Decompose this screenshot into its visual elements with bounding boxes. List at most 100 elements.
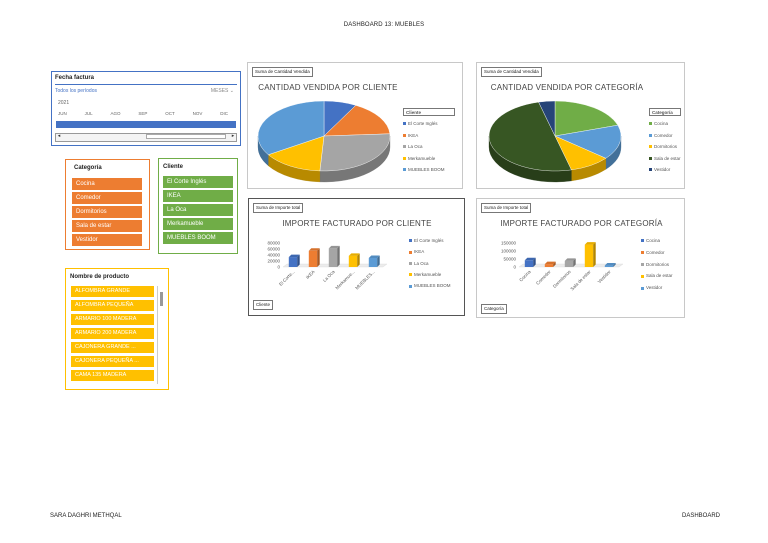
product-item[interactable]: CAJONERA PEQUEÑA ... <box>71 356 154 367</box>
bar-chart-category: Suma de Importe total IMPORTE FACTURADO … <box>476 198 685 318</box>
timeline-month[interactable]: JUL <box>84 111 93 116</box>
x-tick-label: Comedor <box>535 269 552 286</box>
legend-entry: Sala de estar <box>641 270 673 282</box>
bar-top <box>328 245 340 249</box>
axis-field-button[interactable]: Cliente <box>253 300 274 310</box>
timeline-month[interactable]: JUN <box>58 111 67 116</box>
legend-entry: Merkamueble <box>403 153 455 165</box>
client-item-el-corte-ingles[interactable]: El Corte Inglés <box>163 176 233 188</box>
product-item[interactable]: ARMARIO 100 MADERA <box>71 314 154 325</box>
bar <box>308 250 318 267</box>
legend-entry: La Oca <box>403 141 455 153</box>
value-field-button[interactable]: Suma de Importe total <box>253 203 304 213</box>
chart-legend: Cliente El Corte Inglés IKEA La Oca Merkamu… <box>403 108 455 176</box>
legend-label: MUEBLES BOOM <box>414 283 451 289</box>
bar-top <box>604 263 616 266</box>
axis-field-button[interactable]: Categoría <box>481 304 507 314</box>
date-timeline-slicer[interactable]: Fecha factura Todos los períodos MESES ⌄… <box>51 71 241 146</box>
bar-side <box>357 253 360 267</box>
bar <box>544 264 554 267</box>
x-tick-label: Merkamue... <box>334 269 355 290</box>
y-tick-label: 0 <box>513 265 516 270</box>
category-item-cocina[interactable]: Cocina <box>72 178 142 190</box>
client-slicer-title: Cliente <box>163 164 184 170</box>
x-tick-label: El Corte... <box>278 269 296 287</box>
legend-label: IKEA <box>414 249 425 255</box>
bar <box>288 257 298 267</box>
legend-swatch <box>403 168 406 172</box>
product-slicer: Nombre de producto ALFOMBRA GRANDE ALFOM… <box>65 268 169 390</box>
timeline-divider <box>55 84 237 85</box>
legend-swatch <box>409 261 412 265</box>
value-field-button[interactable]: Suma de Cantidad Vendida <box>252 67 313 77</box>
product-item[interactable]: ARMARIO 200 MADERA <box>71 328 154 339</box>
bar-side <box>317 248 320 267</box>
legend-entry: MUEBLES BOOM <box>403 164 455 176</box>
scroll-right-icon[interactable]: ▸ <box>231 133 235 139</box>
y-tick-label: 50000 <box>503 257 516 262</box>
legend-swatch <box>409 284 412 288</box>
legend-label: Sala de estar <box>646 273 673 279</box>
x-tick-label: Sala de estar <box>569 269 592 292</box>
legend-swatch <box>649 122 652 126</box>
legend-swatch <box>649 133 652 137</box>
timeline-scrollbar[interactable]: ◂ ▸ <box>55 133 237 142</box>
footer-label: DASHBOARD <box>681 513 720 519</box>
chart-title: IMPORTE FACTURADO POR CLIENTE <box>282 219 432 228</box>
legend-field-button[interactable]: Cliente <box>403 108 455 116</box>
legend-label: Merkamueble <box>408 155 436 161</box>
legend-swatch <box>649 145 652 149</box>
timeline-selection-bar[interactable] <box>56 121 236 128</box>
value-field-button[interactable]: Suma de Cantidad Vendida <box>481 67 542 77</box>
client-slicer: Cliente El Corte Inglés IKEA La Oca Merk… <box>158 158 238 254</box>
legend-swatch <box>403 122 406 126</box>
client-item-ikea[interactable]: IKEA <box>163 190 233 202</box>
product-item[interactable]: ALFOMBRA PEQUEÑA <box>71 300 154 311</box>
legend-label: Merkamueble <box>414 271 442 277</box>
timeline-month[interactable]: NOV <box>192 111 203 116</box>
category-item-vestidor[interactable]: Vestidor <box>72 234 142 246</box>
product-item[interactable]: ALFOMBRA GRANDE <box>71 286 154 297</box>
product-item[interactable]: CAMA 135 MADERA <box>71 370 154 381</box>
timeline-month[interactable]: AGO <box>110 111 121 116</box>
category-item-dormitorios[interactable]: Dormitorios <box>72 206 142 218</box>
y-tick-label: 40000 <box>267 253 280 258</box>
scroll-left-icon[interactable]: ◂ <box>57 133 61 139</box>
legend-label: El Corte Inglés <box>414 238 444 243</box>
timeline-unit-dropdown[interactable]: MESES ⌄ <box>211 88 234 94</box>
product-slicer-scrollbar[interactable] <box>157 286 163 384</box>
category-item-sala-de-estar[interactable]: Sala de estar <box>72 220 142 232</box>
client-item-merkamueble[interactable]: Merkamueble <box>163 218 233 230</box>
value-field-button[interactable]: Suma de Importe total <box>481 203 532 213</box>
legend-entry: Sala de estar <box>649 153 681 165</box>
timeline-scroll-thumb[interactable] <box>146 134 226 139</box>
bar-side <box>377 255 380 267</box>
legend-field-button[interactable]: Categoría <box>649 108 681 116</box>
bar-top <box>584 242 596 245</box>
product-slicer-title: Nombre de producto <box>70 274 130 280</box>
client-item-la-oca[interactable]: La Oca <box>163 204 233 216</box>
chart-legend: Categoría Cocina Comedor Dormitorios Sala d… <box>649 108 681 176</box>
bar-top <box>348 253 360 256</box>
timeline-month[interactable]: DIC <box>220 111 228 116</box>
legend-label: MUEBLES BOOM <box>408 167 445 172</box>
timeline-month[interactable]: SEP <box>138 111 148 116</box>
bar-top <box>524 257 536 261</box>
legend-entry: La Oca <box>409 258 451 269</box>
legend-entry: Comedor <box>649 130 681 142</box>
product-item[interactable]: CAJONERA GRANDE ... <box>71 342 154 353</box>
legend-label: Cocina <box>654 121 669 126</box>
y-tick-label: 20000 <box>267 259 280 264</box>
legend-swatch <box>409 250 412 254</box>
pie-slice <box>267 135 325 172</box>
client-item-muebles-boom[interactable]: MUEBLES BOOM <box>163 232 233 244</box>
category-item-comedor[interactable]: Comedor <box>72 192 142 204</box>
bar-chart-client: Suma de Importe total IMPORTE FACTURADO … <box>248 198 465 316</box>
bar <box>368 258 378 267</box>
product-scroll-thumb[interactable] <box>160 292 163 306</box>
timeline-month[interactable]: OCT <box>165 111 175 116</box>
pie-chart-client: Suma de Cantidad Vendida CANTIDAD VENDID… <box>247 62 463 189</box>
x-tick-label: Vestidor <box>597 269 612 284</box>
pie-slice <box>257 100 325 155</box>
